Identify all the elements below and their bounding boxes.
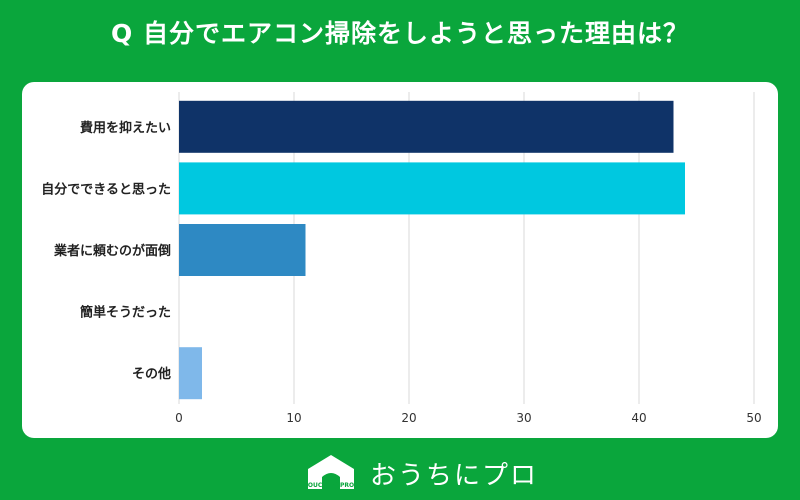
x-tick-label-50: 50 — [746, 411, 761, 425]
x-tick-label-0: 0 — [175, 411, 183, 425]
chart-card: 0 10 20 30 40 50 費用を抑えたい自分でできると思った業者に頼むのが面倒簡単そ… — [22, 82, 778, 438]
brand-name: おうちにプロ — [370, 461, 539, 491]
category-label-3: 業者に頼むのが面倒 — [53, 243, 171, 259]
bar-3 — [179, 224, 306, 276]
x-tick-label-20: 20 — [401, 411, 416, 425]
bar-5 — [179, 347, 202, 400]
chart-title: Q 自分でエアコン掃除をしようと思った理由は？ — [111, 19, 689, 48]
footer: OUCHI ni PRO おうちにプロ — [0, 449, 800, 493]
category-label-1: 費用を抑えたい — [80, 120, 171, 136]
category-label-5: その他 — [132, 366, 171, 382]
svg-text:OUCHI ni PRO: OUCHI ni PRO — [308, 482, 354, 489]
x-tick-label-40: 40 — [631, 411, 646, 425]
bar-1 — [179, 100, 674, 153]
x-tick-label-10: 10 — [286, 411, 301, 425]
bar-2 — [179, 162, 685, 215]
house-logo-icon: OUCHI ni PRO — [308, 455, 354, 489]
x-tick-label-30: 30 — [516, 411, 531, 425]
bar-chart: 0 10 20 30 40 50 費用を抑えたい自分でできると思った業者に頼むのが面倒簡単そ… — [41, 92, 762, 425]
category-label-4: 簡単そうだった — [79, 305, 171, 321]
category-label-2: 自分でできると思った — [41, 181, 171, 197]
